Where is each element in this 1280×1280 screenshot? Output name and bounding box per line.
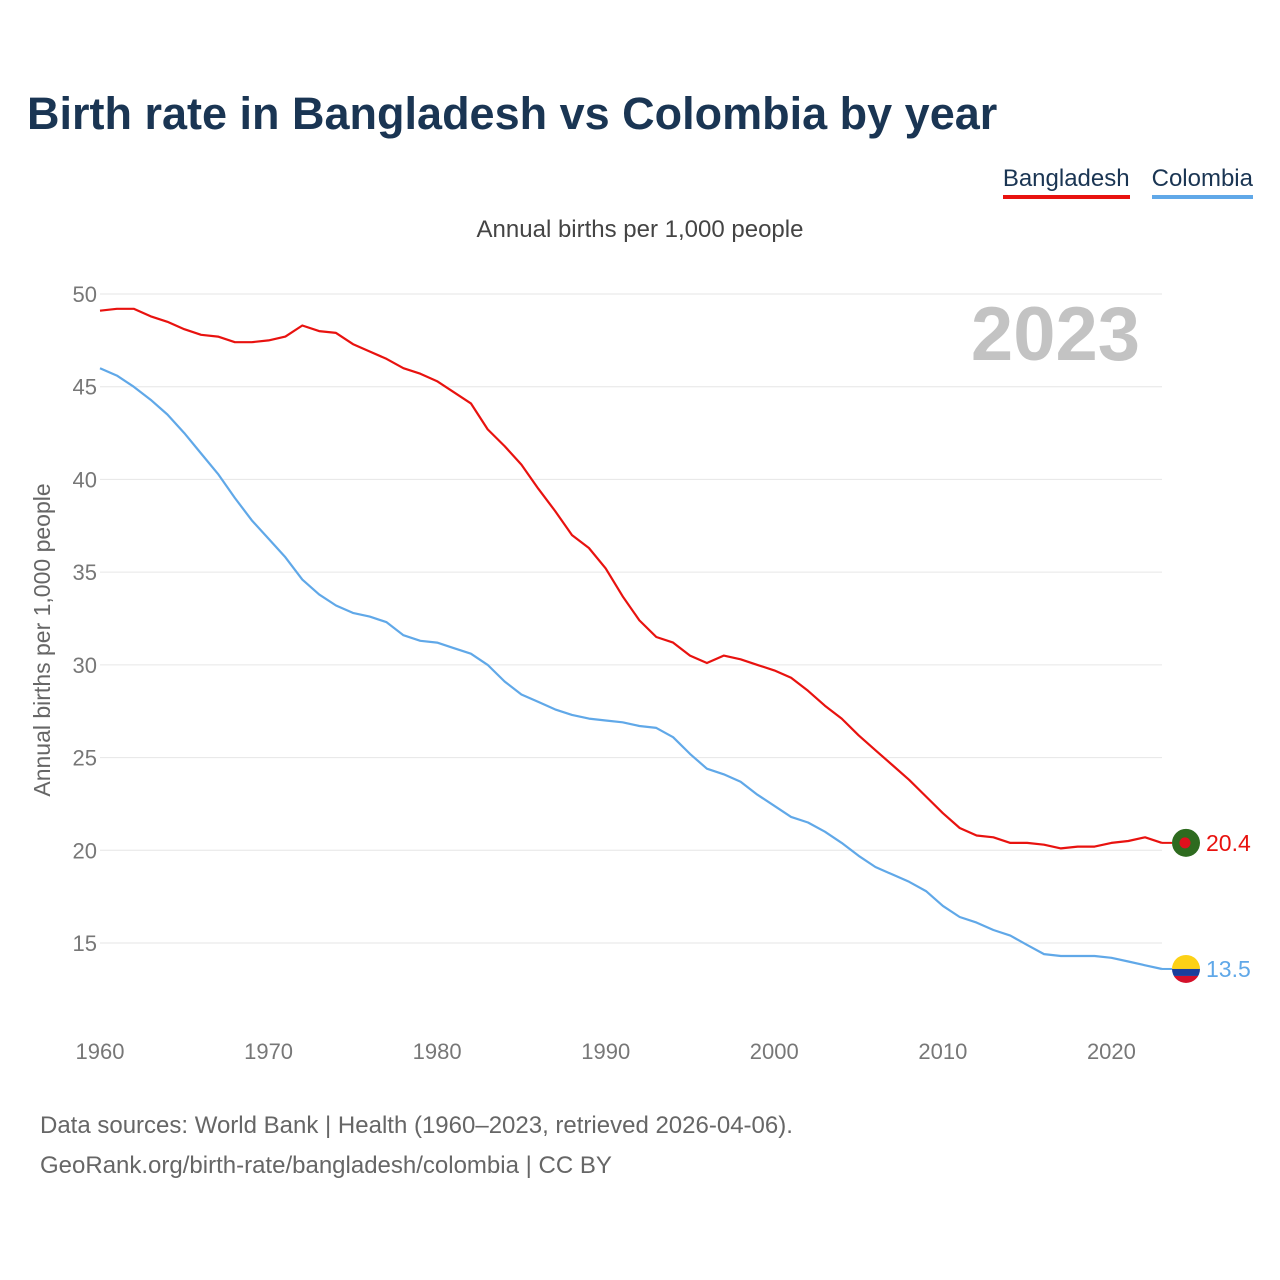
x-tick-2000: 2000 xyxy=(750,1039,799,1064)
series-line-colombia xyxy=(99,367,1163,971)
y-tick-labels: 15 20 25 30 35 40 45 50 xyxy=(73,282,97,956)
source-line-2[interactable]: GeoRank.org/birth-rate/bangladesh/colomb… xyxy=(40,1152,612,1179)
source-line-1: Data sources: World Bank | Health (1960–… xyxy=(40,1112,793,1139)
y-tick-40: 40 xyxy=(73,467,97,492)
series-lines xyxy=(99,307,1163,971)
chart-subtitle: Annual births per 1,000 people xyxy=(476,216,804,243)
x-tick-1960: 1960 xyxy=(76,1039,125,1064)
x-tick-labels: 1960 1970 1980 1990 2000 2010 2020 xyxy=(76,1039,1136,1064)
chart-title: Birth rate in Bangladesh vs Colombia by … xyxy=(27,88,998,139)
gridlines xyxy=(100,293,1162,944)
legend: Bangladesh Colombia xyxy=(1002,165,1253,199)
x-tick-1970: 1970 xyxy=(244,1039,293,1064)
flag-icon-bangladesh xyxy=(1172,828,1200,857)
legend-item-colombia[interactable]: Colombia xyxy=(1151,165,1253,199)
flag-icon-colombia xyxy=(1172,954,1200,983)
y-axis-label: Annual births per 1,000 people xyxy=(29,483,55,796)
end-value-colombia: 13.5 xyxy=(1206,956,1251,982)
y-tick-15: 15 xyxy=(73,931,97,956)
y-tick-30: 30 xyxy=(73,653,97,678)
y-tick-45: 45 xyxy=(73,375,97,400)
y-tick-25: 25 xyxy=(73,746,97,771)
x-tick-2010: 2010 xyxy=(918,1039,967,1064)
series-line-bangladesh xyxy=(99,307,1163,850)
source-note: Data sources: World Bank | Health (1960–… xyxy=(40,1106,793,1186)
y-tick-50: 50 xyxy=(73,282,97,307)
y-tick-35: 35 xyxy=(73,560,97,585)
legend-item-bangladesh[interactable]: Bangladesh xyxy=(1002,165,1130,199)
y-tick-20: 20 xyxy=(73,838,97,863)
end-value-bangladesh: 20.4 xyxy=(1206,830,1251,856)
year-watermark: 2023 xyxy=(971,292,1140,377)
x-tick-1980: 1980 xyxy=(413,1039,462,1064)
end-markers: 20.4 13.5 xyxy=(1162,828,1251,983)
x-tick-2020: 2020 xyxy=(1087,1039,1136,1064)
x-tick-1990: 1990 xyxy=(581,1039,630,1064)
